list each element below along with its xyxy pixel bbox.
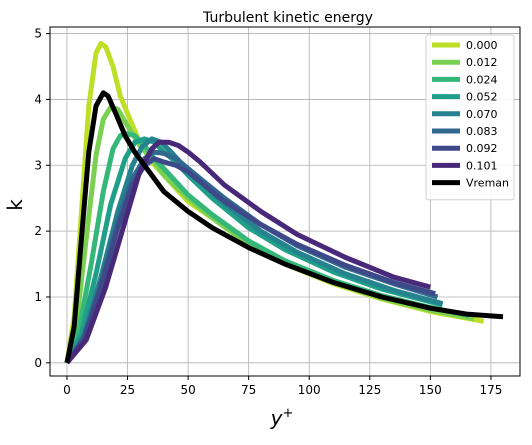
x-tick-label: 50 [180, 383, 195, 397]
legend-label: Vreman [466, 177, 509, 190]
x-tick-label: 175 [479, 383, 502, 397]
y-tick-label: 5 [34, 27, 42, 41]
y-tick-label: 2 [34, 224, 42, 238]
legend-label: 0.000 [466, 39, 498, 52]
y-tick-label: 3 [34, 158, 42, 172]
x-tick-label: 125 [358, 383, 381, 397]
series-line-vreman [64, 90, 504, 364]
x-tick-label: 100 [298, 383, 321, 397]
legend-label: 0.083 [466, 125, 498, 138]
y-tick-label: 4 [34, 92, 42, 106]
plot-frame [49, 26, 521, 377]
legend-label: 0.070 [466, 108, 498, 121]
y-axis-label: k [3, 199, 27, 211]
x-axis-label-main: y [270, 406, 284, 430]
series-line-0-092 [64, 156, 436, 365]
series-line-0-101 [65, 139, 432, 365]
y-tick-label: 0 [34, 356, 42, 370]
x-tick-label: 75 [241, 383, 256, 397]
x-tick-label: 0 [63, 383, 71, 397]
x-tick-label: 150 [419, 383, 442, 397]
legend-label: 0.052 [466, 91, 498, 104]
series-line-0-083 [64, 149, 439, 365]
legend: 0.000 0.012 0.024 0.052 0.070 0.083 0.092 0.101… [425, 34, 515, 201]
legend-label: 0.092 [466, 142, 498, 155]
x-axis-label-sup: + [282, 406, 293, 421]
chart-title: Turbulent kinetic energy [202, 10, 373, 26]
x-axis-label: y+ [270, 406, 294, 430]
y-tick-label: 1 [34, 290, 42, 304]
x-tick-label: 25 [120, 383, 135, 397]
legend-label: 0.012 [466, 56, 498, 69]
legend-label: 0.024 [466, 73, 498, 86]
legend-label: 0.101 [466, 159, 498, 172]
legend-box [425, 34, 515, 201]
